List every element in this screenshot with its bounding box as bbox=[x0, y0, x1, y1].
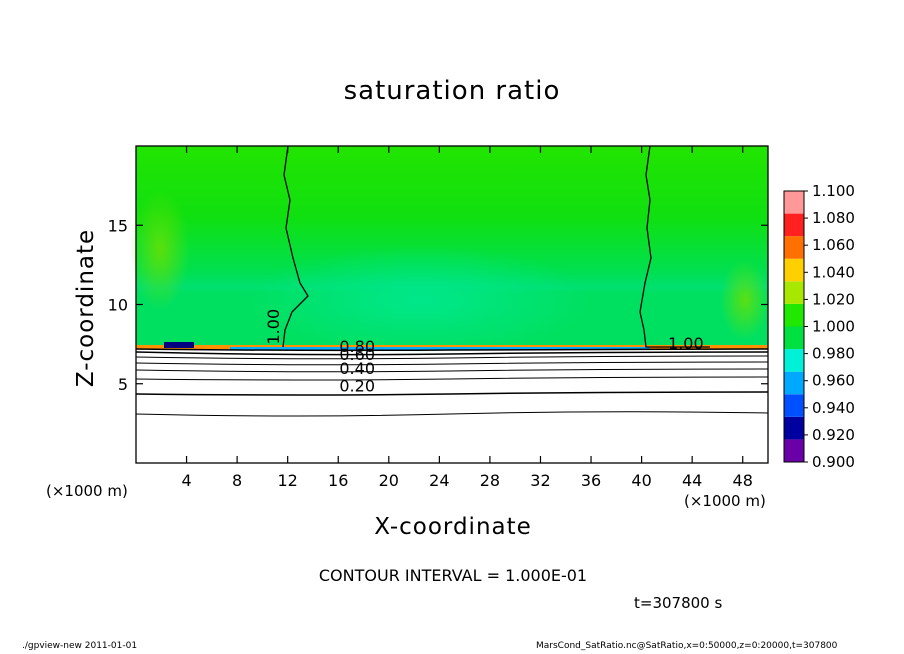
x-axis-label-text: X-coordinate bbox=[374, 514, 532, 540]
contour-interval-text: CONTOUR INTERVAL = 1.000E-01 bbox=[318, 566, 588, 585]
colorbar-swatch bbox=[784, 349, 804, 372]
colorbar-label: 0.900 bbox=[812, 453, 855, 471]
colorbar-swatch bbox=[784, 439, 804, 462]
x-axis-ticks: 4 8 12 16 20 24 28 32 36 40 44 48 bbox=[181, 146, 753, 490]
colorbar-swatch bbox=[784, 394, 804, 417]
colorbar-label: 1.040 bbox=[812, 263, 855, 281]
x-tick-label: 8 bbox=[232, 471, 242, 490]
x-unit-label-right: (×1000 m) bbox=[684, 492, 766, 510]
colorbar-label: 1.080 bbox=[812, 209, 855, 227]
x-tick-label: 28 bbox=[480, 471, 500, 490]
y-axis-ticks: 5 10 15 bbox=[108, 216, 768, 394]
colorbar-label: 1.060 bbox=[812, 236, 855, 254]
x-tick-label: 12 bbox=[278, 471, 298, 490]
x-tick-label: 20 bbox=[379, 471, 399, 490]
colorbar-label: 0.940 bbox=[812, 399, 855, 417]
colorbar-swatch bbox=[784, 191, 804, 214]
colorbar-swatch bbox=[784, 258, 804, 282]
x-tick-label: 16 bbox=[328, 471, 348, 490]
x-tick-label: 36 bbox=[581, 471, 601, 490]
contour-label: 0.80 bbox=[339, 337, 375, 356]
colorbar-label: 1.020 bbox=[812, 290, 855, 308]
x-tick-label: 32 bbox=[530, 471, 550, 490]
footer-left: ./gpview-new 2011-01-01 bbox=[22, 641, 138, 651]
x-tick-label: 4 bbox=[181, 471, 191, 490]
colorbar-swatch bbox=[784, 416, 804, 440]
colorbar-label: 0.960 bbox=[812, 372, 855, 390]
y-tick-label: 5 bbox=[118, 375, 128, 394]
light-region-left bbox=[130, 190, 190, 310]
light-region-right bbox=[720, 260, 770, 340]
contour-label: 0.60 bbox=[339, 345, 375, 364]
contour-lines bbox=[135, 145, 769, 417]
colorbar-label: 0.980 bbox=[812, 345, 855, 363]
contour-labels: 1.00 1.00 0.800.600.400.20 bbox=[264, 309, 704, 396]
contour-label: 1.00 bbox=[668, 334, 704, 353]
contour-label: 0.20 bbox=[339, 377, 375, 396]
x-tick-label: 24 bbox=[429, 471, 449, 490]
dark-blue-patch bbox=[164, 342, 194, 348]
contour-label: 1.00 bbox=[264, 309, 283, 345]
x-axis-label: X-coordinate bbox=[0, 514, 904, 540]
colorbar: 0.900 0.920 0.940 0.960 0.980 1.000 1.020 1.040… bbox=[783, 182, 855, 471]
x-tick-label: 48 bbox=[733, 471, 753, 490]
x-unit-label-left: (×1000 m) bbox=[46, 482, 128, 500]
colorbar-label: 1.100 bbox=[812, 182, 855, 200]
contour-label: 0.40 bbox=[339, 359, 375, 378]
colorbar-swatch bbox=[784, 371, 804, 395]
y-tick-label: 10 bbox=[108, 296, 128, 315]
colorbar-swatch bbox=[784, 326, 804, 350]
colorbar-label: 1.000 bbox=[812, 318, 855, 336]
footer-right: MarsCond_SatRatio.nc@SatRatio,x=0:50000,… bbox=[536, 641, 838, 651]
contour-interval: CONTOUR INTERVAL = 1.000E-01 bbox=[0, 566, 904, 585]
colorbar-swatch bbox=[784, 213, 804, 237]
cyan-region bbox=[250, 245, 590, 355]
colorbar-swatch bbox=[784, 303, 804, 327]
blue-strip bbox=[230, 347, 650, 350]
y-axis-label: Z-coordinate bbox=[73, 228, 99, 388]
colorbar-label: 0.920 bbox=[812, 426, 855, 444]
colorbar-swatch bbox=[784, 236, 804, 259]
time-label: t=307800 s bbox=[634, 594, 723, 612]
chart-title: saturation ratio bbox=[343, 76, 561, 106]
y-tick-label: 15 bbox=[108, 216, 128, 235]
x-tick-label: 44 bbox=[682, 471, 702, 490]
x-tick-label: 40 bbox=[631, 471, 651, 490]
colorbar-swatch bbox=[784, 281, 804, 304]
